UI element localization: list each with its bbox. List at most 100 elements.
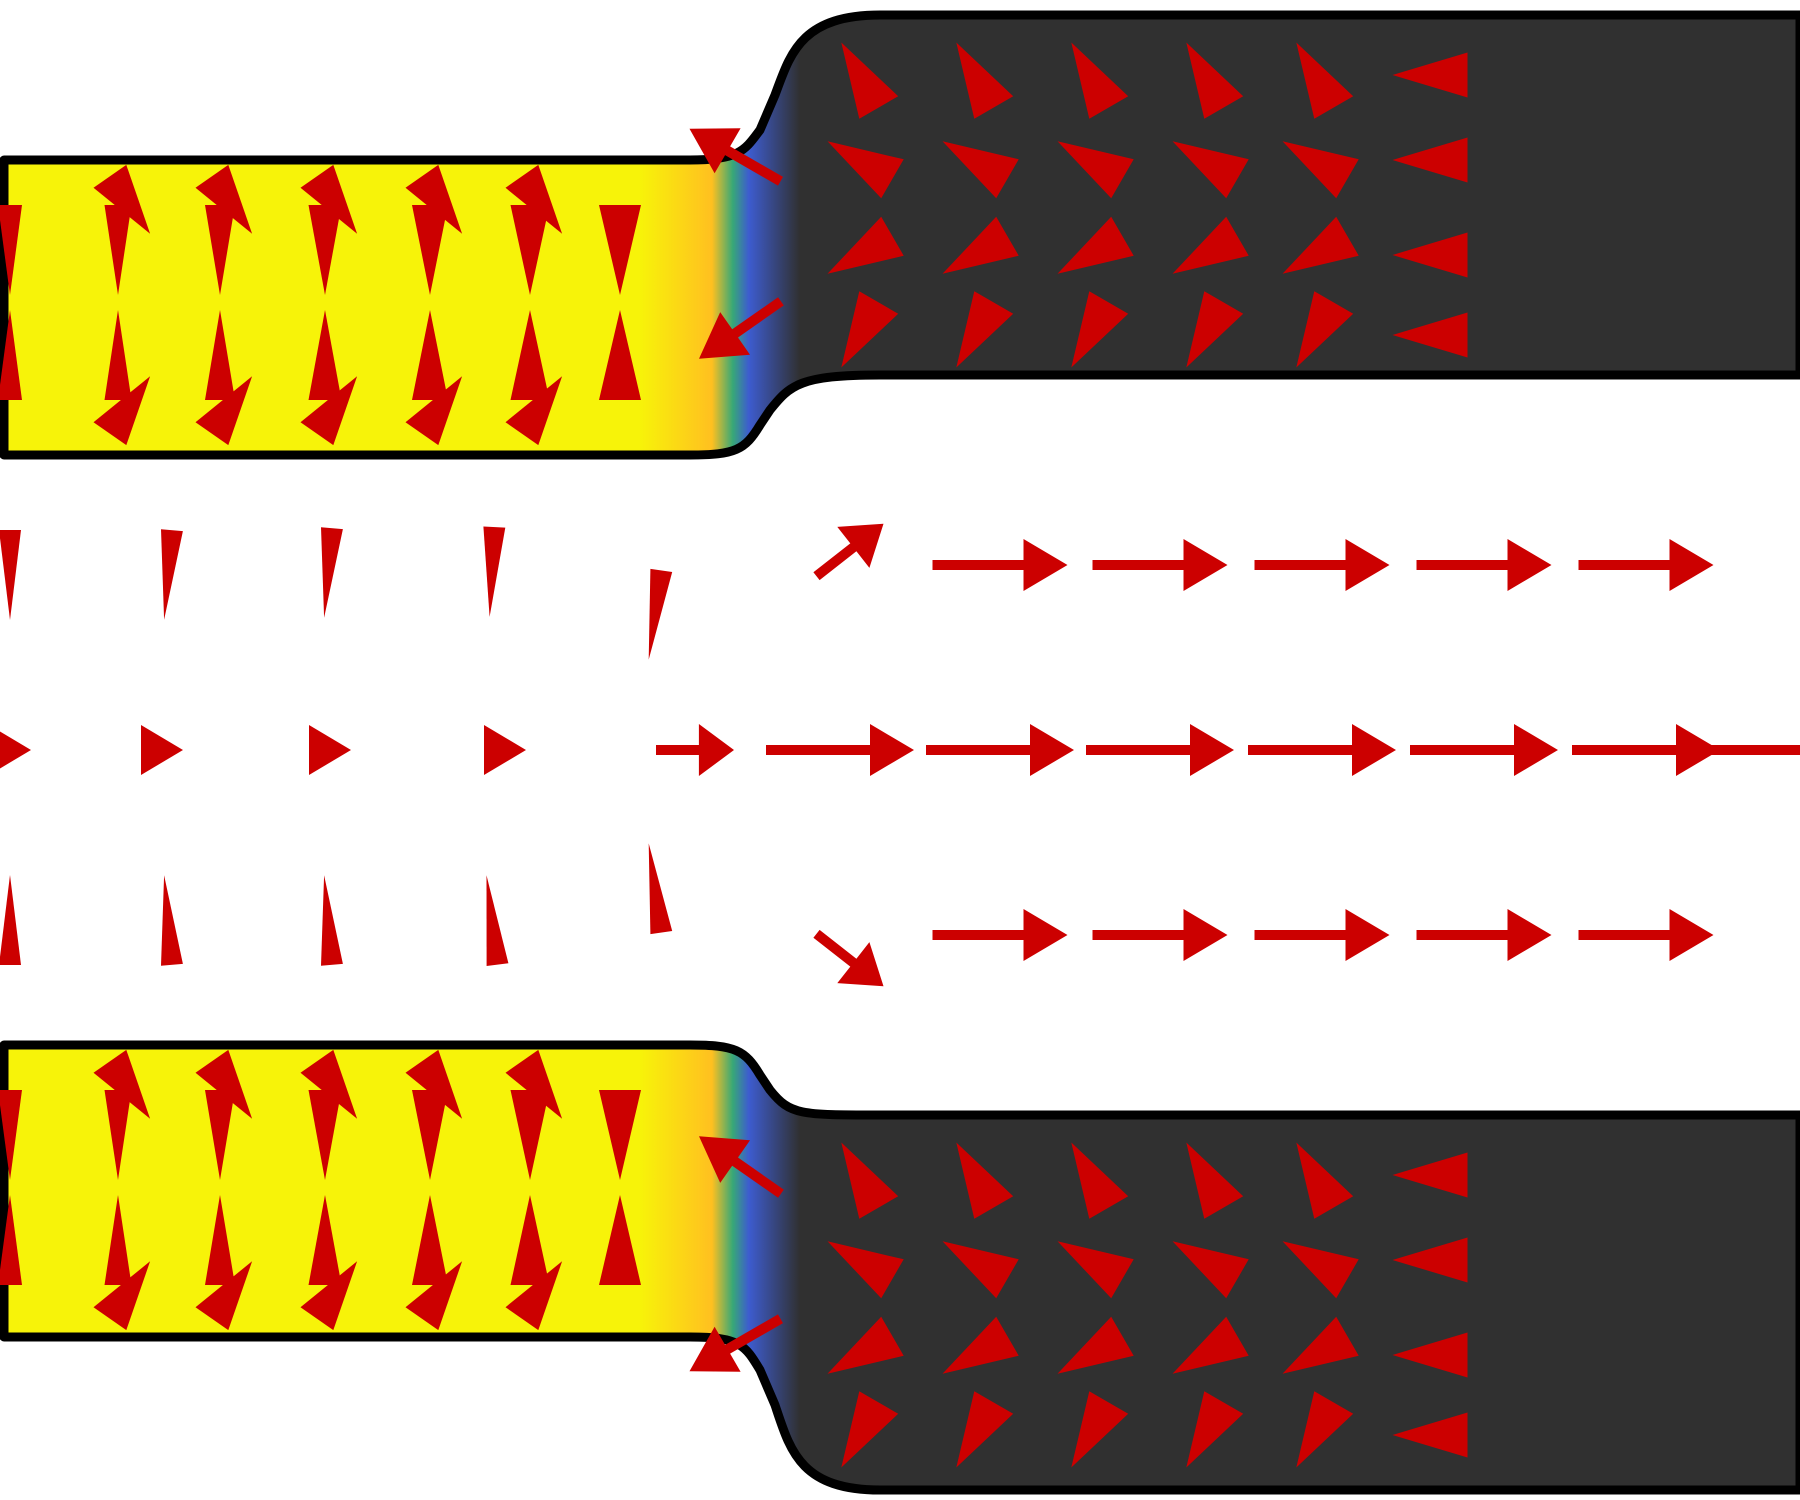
- yellow-field-triangle: [195, 1049, 253, 1119]
- dark-field-triangle: [1296, 1391, 1354, 1468]
- small-right-triangle: [309, 725, 351, 775]
- yellow-field-triangle: [0, 1195, 22, 1285]
- yellow-field-triangle: [412, 1090, 448, 1180]
- lower-layer-body: [0, 1040, 1800, 1495]
- dark-field-triangle: [1282, 1316, 1359, 1374]
- yellow-field-triangle: [505, 164, 563, 234]
- yellow-field-triangle: [505, 1261, 563, 1331]
- yellow-field-triangle: [412, 310, 448, 400]
- lower-layer: [0, 1040, 1800, 1495]
- dark-field-triangle: [1186, 1142, 1244, 1219]
- yellow-field-triangle: [93, 164, 151, 234]
- dark-field-triangle: [1057, 216, 1134, 274]
- yellow-field-triangle: [510, 1195, 550, 1285]
- flow-arrow-top-row: [932, 539, 1068, 591]
- flow-arrow-bottom-row: [1254, 909, 1390, 961]
- flow-arrow-middle-row: [1572, 724, 1720, 776]
- dark-field-triangle: [1296, 42, 1354, 119]
- dark-field-triangle: [1392, 1412, 1468, 1458]
- dark-field-triangle: [1282, 141, 1359, 199]
- yellow-field-triangle: [405, 376, 463, 446]
- yellow-field-triangle: [205, 1090, 235, 1180]
- yellow-field-triangle: [308, 1195, 342, 1285]
- short-flow-arrow: [656, 724, 734, 776]
- dark-field-triangle: [1071, 1142, 1129, 1219]
- flow-arrow-diagonal-up: [813, 523, 884, 581]
- vertical-triangle-up: [0, 875, 21, 965]
- flow-arrow-middle-row: [1248, 724, 1396, 776]
- vertical-triangle-down: [161, 529, 183, 620]
- dark-field-triangle: [1057, 1316, 1134, 1374]
- flow-arrow-middle-row: [926, 724, 1074, 776]
- dark-field-triangle: [841, 291, 899, 368]
- interface-arrow: [689, 1314, 783, 1372]
- yellow-field-triangle: [0, 205, 22, 295]
- interface-arrow: [689, 128, 783, 186]
- dark-field-triangle: [1282, 1241, 1359, 1299]
- yellow-field-triangle: [510, 1090, 550, 1180]
- vertical-triangle-down: [483, 526, 506, 617]
- flow-arrow-top-row: [1578, 539, 1714, 591]
- yellow-field-triangle: [300, 1261, 358, 1331]
- yellow-field-triangle: [405, 1049, 463, 1119]
- upper-layer: [0, 10, 1800, 460]
- dark-field-triangle: [1392, 137, 1468, 183]
- vertical-triangle-up: [161, 875, 183, 966]
- dark-field-triangle: [1172, 1316, 1249, 1374]
- flow-arrow-middle-row: [1410, 724, 1558, 776]
- dark-field-triangle: [1186, 42, 1244, 119]
- dark-field-triangle: [827, 216, 904, 274]
- flow-arrow-middle-row: [1696, 724, 1800, 776]
- dark-field-triangle: [956, 42, 1014, 119]
- dark-field-triangle: [1172, 1241, 1249, 1299]
- interface-arrow: [699, 297, 784, 359]
- dark-field-triangle: [942, 1316, 1019, 1374]
- yellow-field-triangle: [412, 205, 448, 295]
- vertical-triangle-up: [486, 875, 509, 966]
- vertical-triangle-down: [648, 568, 673, 660]
- flow-arrow-middle-row: [1086, 724, 1234, 776]
- dark-field-triangle: [956, 1391, 1014, 1468]
- dark-field-triangle: [1172, 141, 1249, 199]
- yellow-field-triangle: [300, 376, 358, 446]
- yellow-field-triangle: [205, 1195, 235, 1285]
- yellow-field-triangle: [412, 1195, 448, 1285]
- small-right-triangle: [141, 725, 183, 775]
- yellow-field-triangle: [405, 1261, 463, 1331]
- dark-field-triangle: [841, 1142, 899, 1219]
- flow-arrow-top-row: [1416, 539, 1552, 591]
- dark-field-triangle: [942, 216, 1019, 274]
- vertical-triangle-down: [0, 530, 21, 620]
- yellow-field-triangle: [104, 1195, 132, 1285]
- dark-field-triangle: [1296, 291, 1354, 368]
- small-right-triangle: [484, 725, 526, 775]
- dark-field-triangle: [1071, 291, 1129, 368]
- flow-arrow-bottom-row: [1416, 909, 1552, 961]
- small-right-triangle: [0, 731, 31, 769]
- vertical-triangle-up: [321, 875, 343, 966]
- dark-field-triangle: [1392, 1152, 1468, 1198]
- dark-field-triangle: [841, 1391, 899, 1468]
- yellow-field-triangle: [300, 1049, 358, 1119]
- dark-field-triangle: [1392, 1237, 1468, 1283]
- yellow-field-triangle: [93, 1261, 151, 1331]
- dark-field-triangle: [1186, 291, 1244, 368]
- yellow-field-triangle: [505, 1049, 563, 1119]
- dark-field-triangle: [1392, 52, 1468, 98]
- yellow-field-triangle: [0, 310, 22, 400]
- flow-arrow-bottom-row: [1578, 909, 1714, 961]
- dark-field-triangle: [1057, 141, 1134, 199]
- yellow-field-triangle: [205, 310, 235, 400]
- yellow-field-triangle: [195, 1261, 253, 1331]
- yellow-field-triangle: [599, 1090, 641, 1180]
- dark-field-triangle: [1057, 1241, 1134, 1299]
- dark-field-triangle: [1186, 1391, 1244, 1468]
- dark-field-triangle: [1282, 216, 1359, 274]
- flow-arrow-bottom-row: [932, 909, 1068, 961]
- flow-arrow-middle-row: [766, 724, 914, 776]
- flow-arrow-top-row: [1254, 539, 1390, 591]
- yellow-field-triangle: [308, 1090, 342, 1180]
- dark-field-triangle: [827, 141, 904, 199]
- flow-arrow-bottom-row: [1092, 909, 1228, 961]
